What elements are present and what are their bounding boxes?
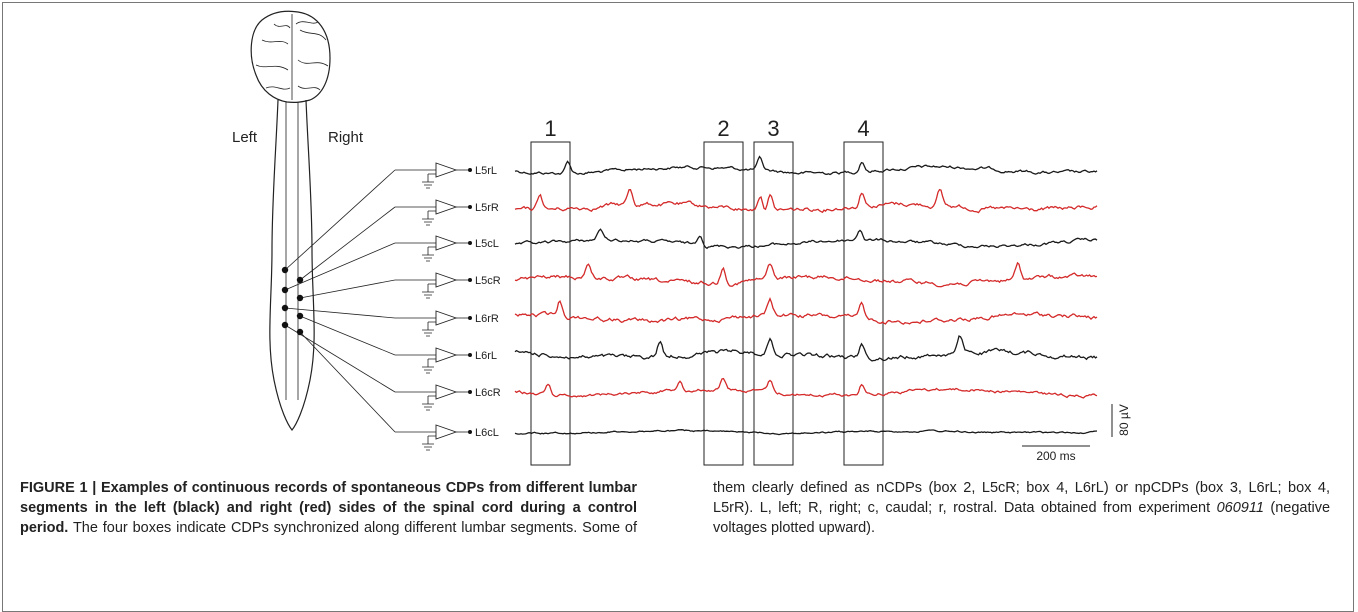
wire	[299, 315, 396, 356]
ground	[422, 210, 436, 226]
side-label: Right	[328, 129, 364, 146]
amplifier	[435, 310, 458, 326]
output	[468, 278, 472, 282]
trace	[514, 429, 1098, 436]
sync-box	[753, 141, 794, 466]
amplifier	[435, 272, 458, 288]
sync-box	[703, 141, 744, 466]
electrode	[296, 312, 304, 320]
amplifier	[435, 199, 458, 215]
output	[468, 390, 472, 394]
channel-label: L6rR	[475, 313, 499, 325]
ground	[422, 321, 436, 337]
ground	[422, 358, 436, 374]
box-number: 2	[717, 116, 729, 141]
amplifier	[435, 162, 458, 178]
cord-drawing	[250, 10, 331, 431]
channel-label: L5cL	[475, 238, 499, 250]
trace	[514, 261, 1098, 288]
ground	[422, 283, 436, 299]
amplifier	[435, 347, 458, 363]
wire	[284, 169, 396, 271]
trace	[514, 377, 1098, 399]
trace	[514, 188, 1098, 214]
amplifier	[435, 235, 458, 251]
channel-label: L5rR	[475, 202, 499, 214]
electrode	[296, 294, 304, 302]
sync-box	[843, 141, 884, 466]
trace	[514, 155, 1098, 176]
electrode	[281, 321, 289, 329]
box-number: 3	[767, 116, 779, 141]
time-scale-label: 200 ms	[1036, 449, 1075, 463]
caption-text: (negative voltages plotted upward).	[713, 500, 1331, 536]
amplifier	[435, 424, 458, 440]
output	[468, 353, 472, 357]
electrode	[281, 286, 289, 294]
channel-label: L6cR	[475, 387, 501, 399]
experiment-id: 060911	[1216, 500, 1264, 516]
output	[468, 205, 472, 209]
channel-label: L6rL	[475, 350, 497, 362]
output	[468, 430, 472, 434]
voltage-scale-label: 80 µV	[1117, 404, 1131, 436]
output	[468, 241, 472, 245]
electrode	[281, 266, 289, 274]
electrode	[296, 328, 304, 336]
box-number: 1	[544, 116, 556, 141]
electrode	[281, 304, 289, 312]
output	[468, 168, 472, 172]
channel-label: L5rL	[475, 165, 497, 177]
wire	[284, 242, 396, 291]
sync-box	[530, 141, 571, 466]
wire	[299, 206, 396, 281]
electrode	[296, 276, 304, 284]
wire	[284, 324, 396, 393]
output	[468, 316, 472, 320]
channel-label: L6cL	[475, 427, 499, 439]
caption-text: The four boxes indicate CDPs synchronize…	[72, 480, 1330, 536]
wire	[299, 331, 396, 433]
trace	[514, 335, 1098, 362]
ground	[422, 435, 436, 451]
caption-label: FIGURE 1 | Examples of continuous record…	[20, 480, 637, 536]
amplifier	[435, 384, 458, 400]
box-number: 4	[857, 116, 869, 141]
wire	[299, 279, 396, 299]
trace	[514, 228, 1098, 250]
wire	[284, 307, 396, 319]
ground	[422, 395, 436, 411]
ground	[422, 173, 436, 189]
caption: FIGURE 1 | Examples of continuous record…	[20, 478, 1330, 538]
side-label: Left	[232, 129, 258, 146]
channel-label: L5cR	[475, 275, 501, 287]
trace	[514, 296, 1098, 325]
ground	[422, 246, 436, 262]
figure: Left Right 200 ms 80 µV 1 2 3 4 L5rL L5rR L5cL…	[232, 10, 1131, 466]
